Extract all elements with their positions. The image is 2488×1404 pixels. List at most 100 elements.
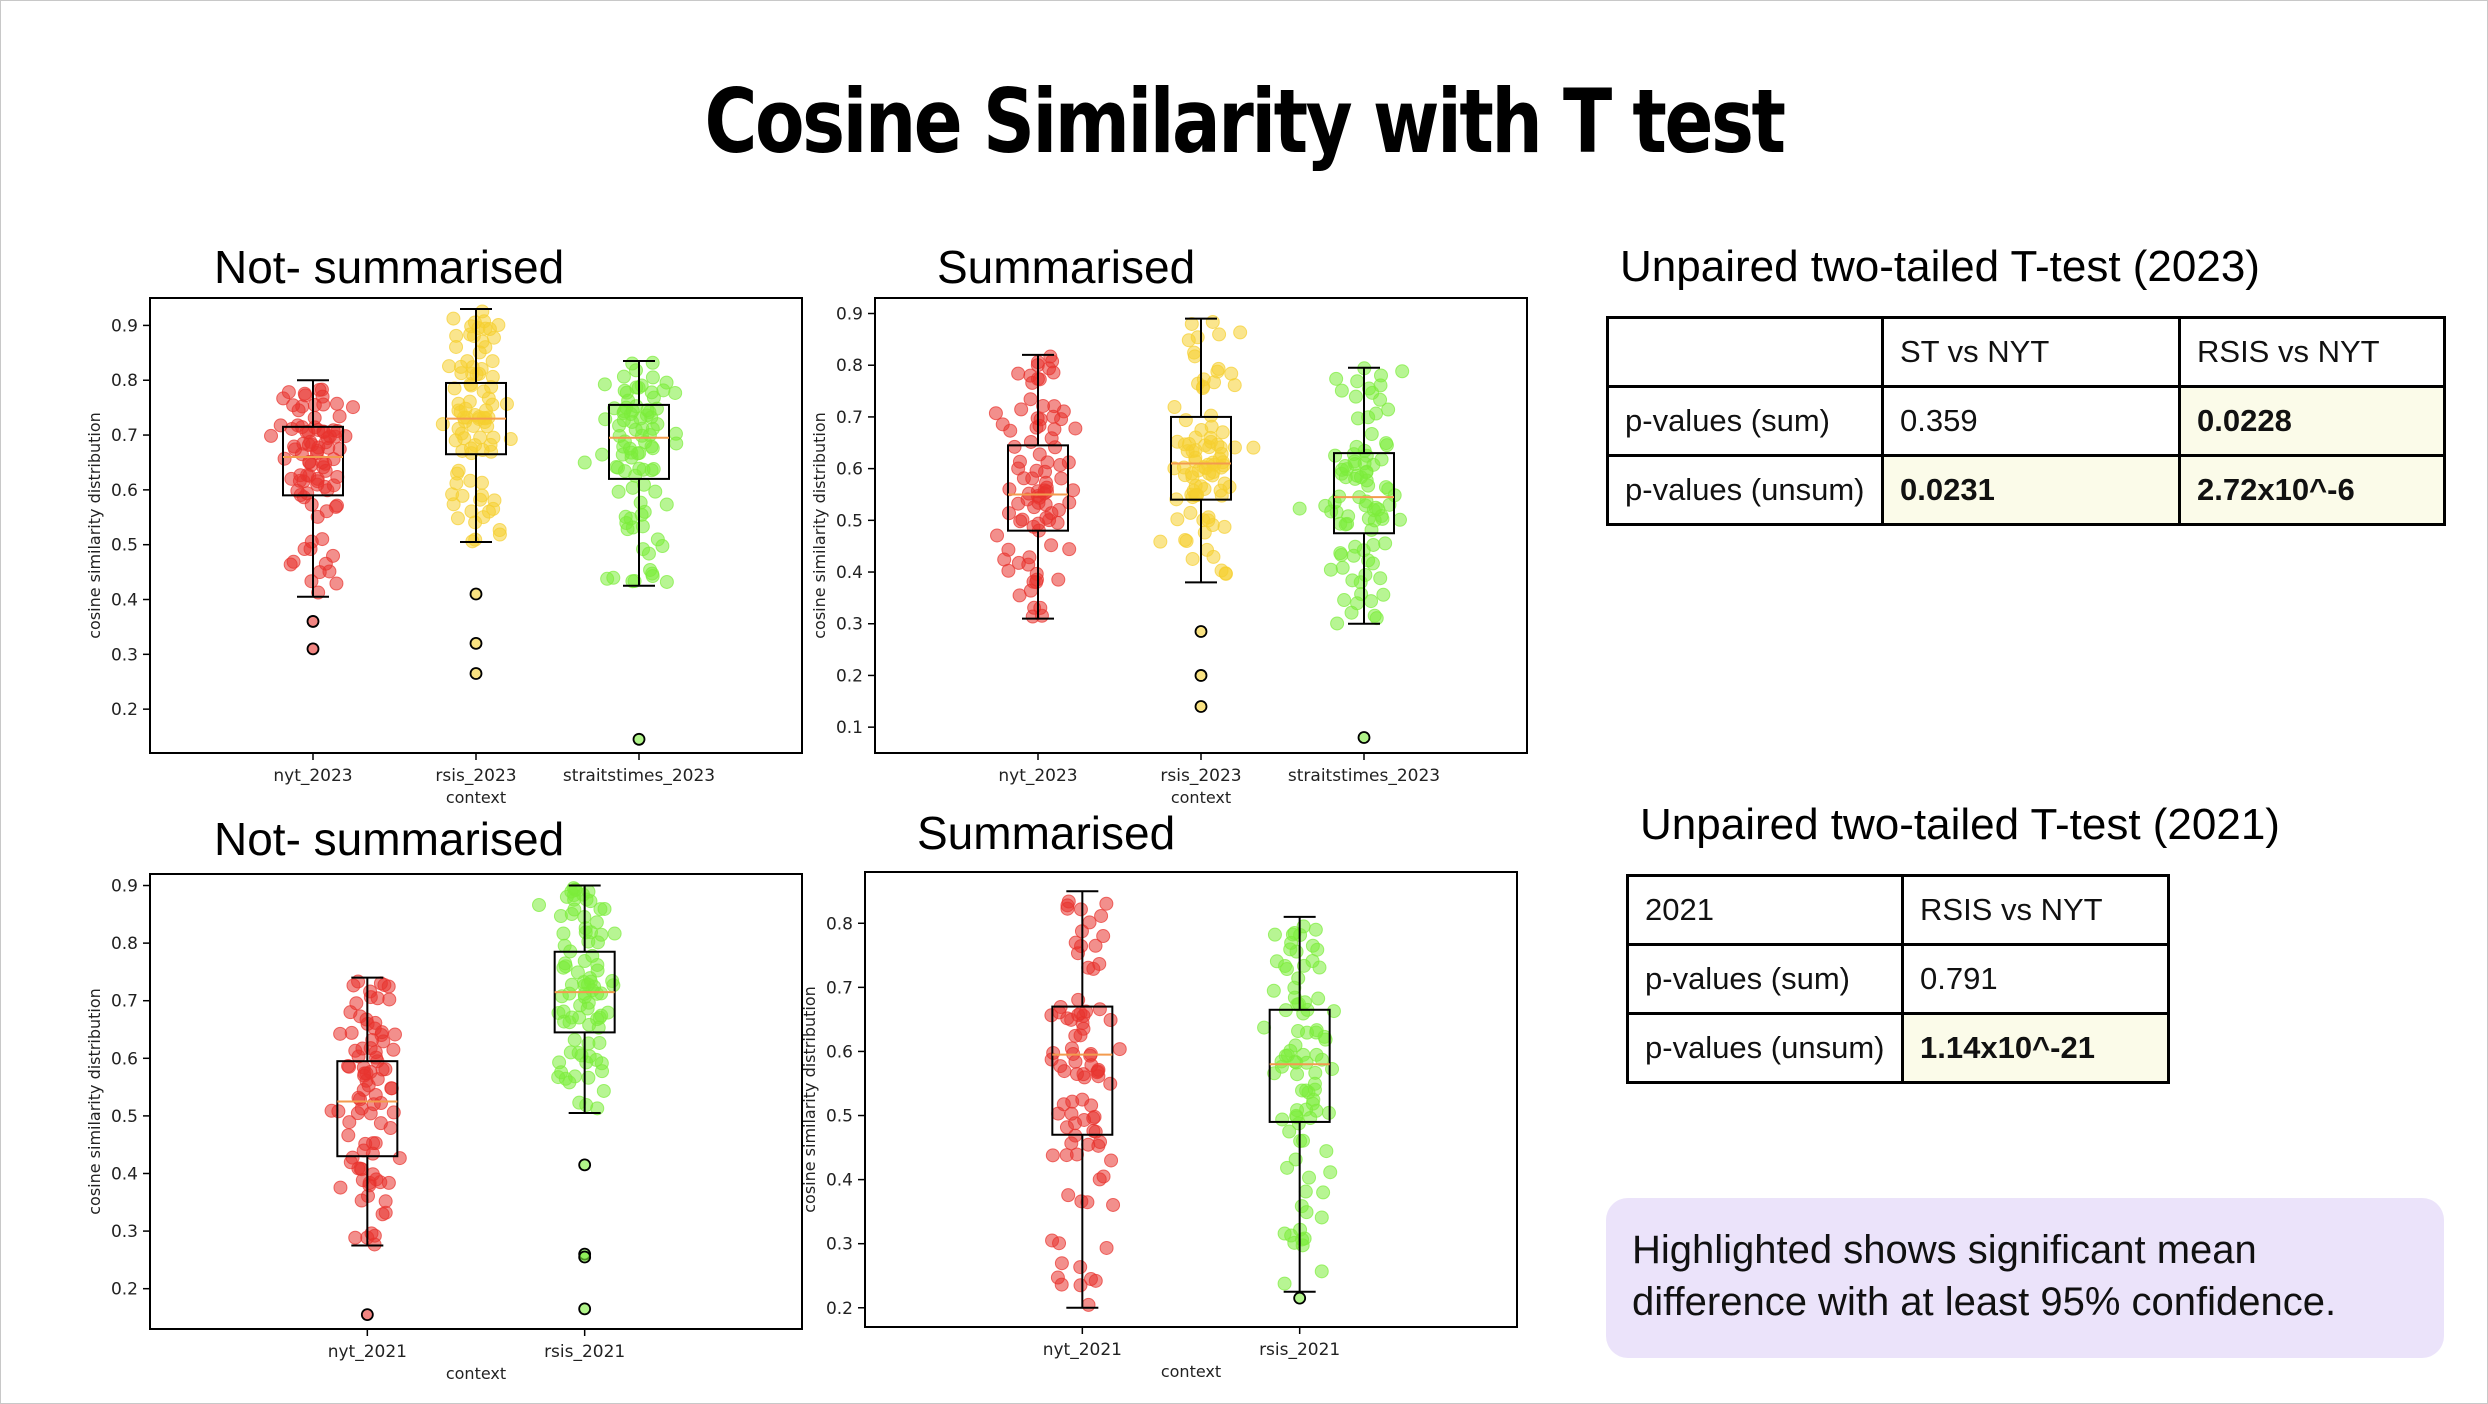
y-axis-label: cosine similarity distribution [810,412,829,639]
box [336,1060,399,1158]
data-point [475,304,490,319]
data-point [558,956,573,971]
x-axis-label: context [1161,1362,1221,1381]
data-point [446,497,461,512]
outlier-point [469,587,483,601]
data-point [645,370,660,385]
data-point [576,975,591,990]
data-point [1062,542,1077,557]
y-tick-label: 0.9 [111,877,138,897]
data-point [597,901,612,916]
data-point [567,1032,582,1047]
outlier-point [360,1308,374,1322]
y-tick-label: 0.6 [826,1042,853,1062]
data-point [1096,1169,1111,1184]
data-point [595,1064,610,1079]
data-point [1381,482,1396,497]
data-point [1314,1264,1329,1279]
data-point [1022,550,1037,565]
data-point [1205,314,1220,329]
data-point [378,1062,393,1077]
data-point [378,1194,393,1209]
data-point [453,359,468,374]
data-point [1291,1024,1306,1039]
data-point [1020,492,1035,507]
y-axis-label: cosine similarity distribution [85,988,104,1215]
data-point [286,398,301,413]
data-point [1340,516,1355,531]
data-point [1197,481,1212,496]
outlier-point [1357,731,1371,744]
data-point [1001,542,1016,557]
data-point [634,378,649,393]
data-point [303,434,318,449]
data-point [1012,588,1027,603]
data-point [446,311,461,326]
table-row: p-values (unsum) 0.0231 2.72x10^-6 [1606,454,2446,526]
data-point [1366,537,1381,552]
table-cell: p-values (sum) [1626,943,1904,1015]
data-point [562,1015,577,1030]
data-point [1106,1197,1121,1212]
data-point [594,927,609,942]
data-point [1277,1276,1292,1291]
data-point [656,383,671,398]
data-point [342,1059,357,1074]
data-point [1224,366,1239,381]
data-point [1217,519,1232,534]
data-point [1007,439,1022,454]
data-point [1068,1054,1083,1069]
data-point [1291,971,1306,986]
data-point [476,384,491,399]
data-point [381,979,396,994]
data-point [645,355,660,370]
data-point [625,356,640,371]
data-point [332,409,347,424]
x-axis-label: context [446,788,506,807]
data-point [1381,402,1396,417]
x-tick-label: nyt_2023 [998,766,1077,786]
y-tick-label: 0.8 [836,356,863,376]
data-point [449,328,464,343]
y-tick-label: 0.1 [836,718,863,738]
data-point [1056,404,1071,419]
table-cell-highlighted: 2.72x10^-6 [2178,454,2446,526]
data-point [351,1049,366,1064]
data-point [332,442,347,457]
data-point [1051,1106,1066,1121]
data-point [503,432,518,447]
data-point [1294,1199,1309,1214]
data-point [442,359,457,374]
significance-note: Highlighted shows significant mean diffe… [1606,1198,2444,1358]
data-point [1054,1256,1069,1271]
data-point [1104,1153,1119,1168]
data-point [1374,452,1389,467]
data-point [1283,1043,1298,1058]
data-point [1284,935,1299,950]
data-point [1290,1067,1305,1082]
data-point [609,460,624,475]
data-point [1269,954,1284,969]
data-point [367,1021,382,1036]
data-point [1266,983,1281,998]
data-point [1048,440,1063,455]
outlier-point [1194,669,1208,682]
data-point [303,541,318,556]
data-point [1326,1004,1341,1019]
data-point [284,421,299,436]
data-point [1257,1020,1272,1035]
y-tick-label: 0.7 [111,426,138,446]
data-point [1182,437,1197,452]
data-point [1282,1124,1297,1139]
data-point [1298,1184,1313,1199]
data-point [1350,374,1365,389]
data-point [1073,1260,1088,1275]
data-point [333,1026,348,1041]
data-point [1308,922,1323,937]
data-point [1153,534,1168,549]
data-point [1211,361,1226,376]
data-point [481,504,496,519]
slide-title: Cosine Similarity with T test [704,70,1786,173]
x-tick-label: straitstimes_2023 [563,766,715,786]
data-point [616,439,631,454]
